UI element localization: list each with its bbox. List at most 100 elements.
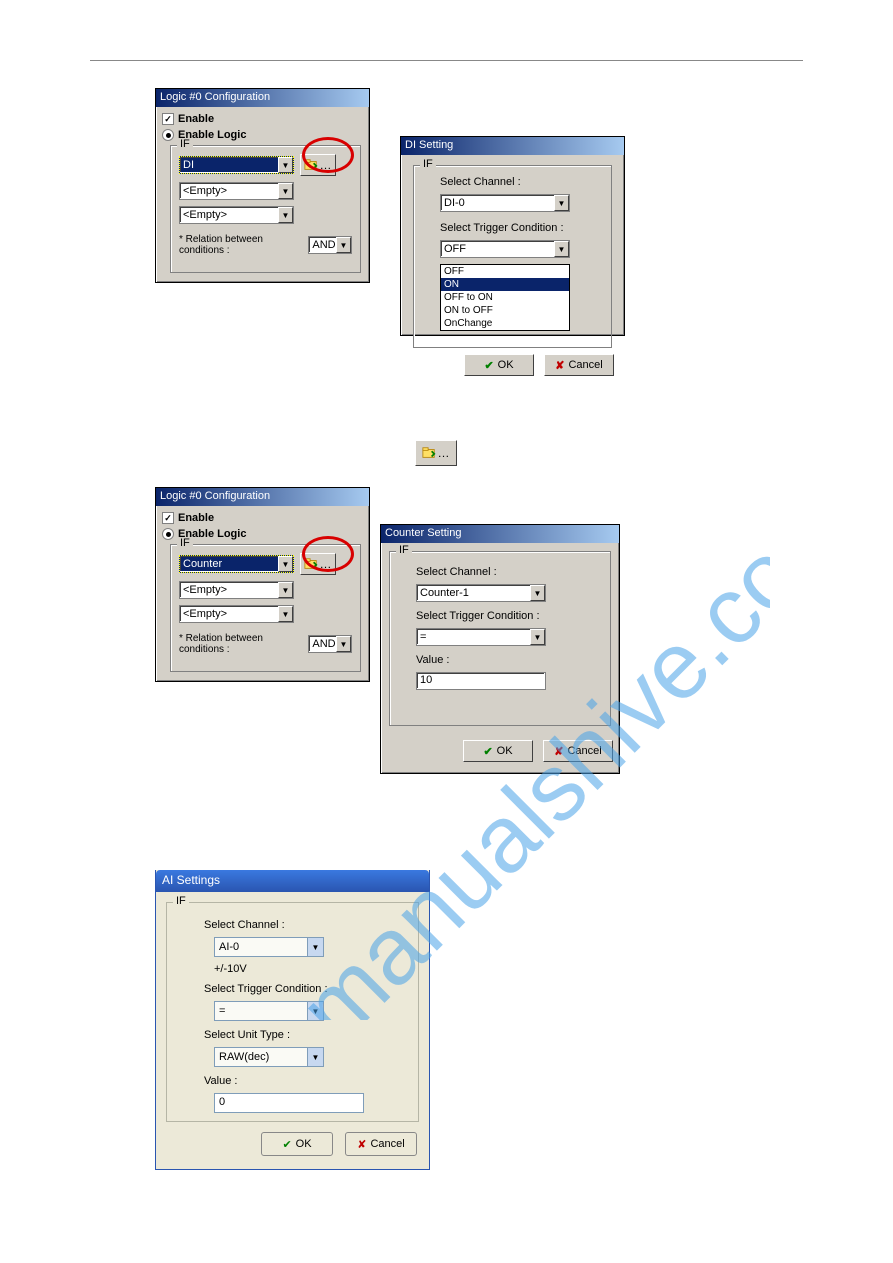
condition1-dropdown[interactable]: Counter ▼ [179, 555, 294, 573]
counter-setting-dialog: Counter Setting IF Select Channel : Coun… [380, 524, 620, 774]
dialog-title: Counter Setting [381, 525, 619, 543]
ok-label: OK [498, 359, 514, 371]
cancel-label: Cancel [568, 359, 602, 371]
value-input[interactable]: 0 [214, 1093, 364, 1113]
condition3-dropdown[interactable]: <Empty> ▼ [179, 206, 294, 224]
value-text: 10 [420, 674, 432, 686]
logic-config-dialog-2: Logic #0 Configuration ✓ Enable Enable L… [155, 487, 370, 682]
folder-icon [304, 158, 318, 172]
relation-label: * Relation between conditions : [179, 234, 302, 256]
channel-value: Counter-1 [420, 587, 469, 599]
ellipsis-icon: … [320, 158, 333, 172]
chevron-down-icon: ▼ [278, 556, 293, 572]
relation-dropdown[interactable]: AND ▼ [308, 236, 352, 254]
chevron-down-icon: ▼ [307, 1048, 323, 1066]
condition3-dropdown[interactable]: <Empty> ▼ [179, 605, 294, 623]
if-group-label: IF [396, 544, 412, 556]
if-group-label: IF [420, 158, 436, 170]
select-trigger-label: Select Trigger Condition : [204, 983, 406, 995]
check-icon: ✔ [484, 359, 493, 372]
condition2-value: <Empty> [183, 584, 227, 596]
cancel-button[interactable]: ✘ Cancel [544, 354, 614, 376]
cancel-button[interactable]: ✘ Cancel [345, 1132, 417, 1156]
list-item[interactable]: ON to OFF [441, 304, 569, 317]
select-unit-label: Select Unit Type : [204, 1029, 406, 1041]
value-text: 0 [219, 1096, 225, 1108]
select-channel-label: Select Channel : [204, 919, 406, 931]
chevron-down-icon: ▼ [336, 237, 351, 253]
ok-button[interactable]: ✔ OK [261, 1132, 333, 1156]
condition2-dropdown[interactable]: <Empty> ▼ [179, 581, 294, 599]
check-icon: ✔ [483, 745, 492, 758]
condition3-value: <Empty> [183, 608, 227, 620]
cross-icon: ✘ [555, 359, 564, 372]
check-icon: ✔ [282, 1138, 291, 1151]
trigger-dropdown[interactable]: OFF ▼ [440, 240, 570, 258]
enable-label: Enable [178, 512, 214, 524]
cross-icon: ✘ [554, 745, 563, 758]
chevron-down-icon: ▼ [278, 606, 293, 622]
if-group-label: IF [173, 895, 189, 907]
relation-dropdown[interactable]: AND ▼ [308, 635, 352, 653]
cancel-button[interactable]: ✘ Cancel [543, 740, 613, 762]
standalone-browse-button[interactable]: … [415, 440, 457, 466]
list-item[interactable]: OnChange [441, 317, 569, 330]
dialog-title: DI Setting [401, 137, 624, 155]
condition1-browse-button[interactable]: … [300, 154, 336, 176]
value-input[interactable]: 10 [416, 672, 546, 690]
cancel-label: Cancel [567, 745, 601, 757]
page-top-rule [90, 60, 803, 61]
select-channel-label: Select Channel : [440, 176, 603, 188]
trigger-value: = [420, 631, 426, 643]
unit-dropdown[interactable]: RAW(dec) ▼ [214, 1047, 324, 1067]
select-trigger-label: Select Trigger Condition : [416, 610, 602, 622]
trigger-dropdown[interactable]: = ▼ [416, 628, 546, 646]
list-item[interactable]: ON [441, 278, 569, 291]
trigger-dropdown[interactable]: = ▼ [214, 1001, 324, 1021]
condition1-value: DI [183, 159, 194, 171]
channel-range: +/-10V [214, 963, 406, 975]
chevron-down-icon: ▼ [554, 195, 569, 211]
radio-icon [162, 528, 174, 540]
channel-dropdown[interactable]: DI-0 ▼ [440, 194, 570, 212]
checkbox-icon: ✓ [162, 512, 174, 524]
select-channel-label: Select Channel : [416, 566, 602, 578]
enable-checkbox-row[interactable]: ✓ Enable [162, 113, 363, 125]
condition2-value: <Empty> [183, 185, 227, 197]
ellipsis-icon: … [438, 446, 451, 460]
condition1-value: Counter [183, 558, 222, 570]
chevron-down-icon: ▼ [530, 629, 545, 645]
cancel-label: Cancel [370, 1138, 404, 1150]
chevron-down-icon: ▼ [278, 183, 293, 199]
if-group-label: IF [177, 537, 193, 549]
ok-button[interactable]: ✔ OK [464, 354, 534, 376]
list-item[interactable]: OFF to ON [441, 291, 569, 304]
condition1-dropdown[interactable]: DI ▼ [179, 156, 294, 174]
channel-dropdown[interactable]: Counter-1 ▼ [416, 584, 546, 602]
ok-button[interactable]: ✔ OK [463, 740, 533, 762]
trigger-option-list[interactable]: OFF ON OFF to ON ON to OFF OnChange [440, 264, 570, 331]
ok-label: OK [296, 1138, 312, 1150]
ellipsis-icon: … [320, 557, 333, 571]
enable-checkbox-row[interactable]: ✓ Enable [162, 512, 363, 524]
dialog-title: Logic #0 Configuration [156, 488, 369, 506]
value-label: Value : [416, 654, 602, 666]
di-setting-dialog: DI Setting IF Select Channel : DI-0 ▼ Se… [400, 136, 625, 336]
chevron-down-icon: ▼ [278, 582, 293, 598]
dialog-title: AI Settings [156, 870, 429, 892]
condition2-dropdown[interactable]: <Empty> ▼ [179, 182, 294, 200]
channel-value: DI-0 [444, 197, 465, 209]
list-item[interactable]: OFF [441, 265, 569, 278]
channel-dropdown[interactable]: AI-0 ▼ [214, 937, 324, 957]
select-trigger-label: Select Trigger Condition : [440, 222, 603, 234]
ai-settings-dialog: AI Settings IF Select Channel : AI-0 ▼ +… [155, 870, 430, 1170]
dialog-title: Logic #0 Configuration [156, 89, 369, 107]
chevron-down-icon: ▼ [307, 938, 323, 956]
logic-config-dialog-1: Logic #0 Configuration ✓ Enable Enable L… [155, 88, 370, 283]
folder-icon [304, 557, 318, 571]
value-label: Value : [204, 1075, 406, 1087]
chevron-down-icon: ▼ [530, 585, 545, 601]
enable-label: Enable [178, 113, 214, 125]
condition1-browse-button[interactable]: … [300, 553, 336, 575]
condition3-value: <Empty> [183, 209, 227, 221]
